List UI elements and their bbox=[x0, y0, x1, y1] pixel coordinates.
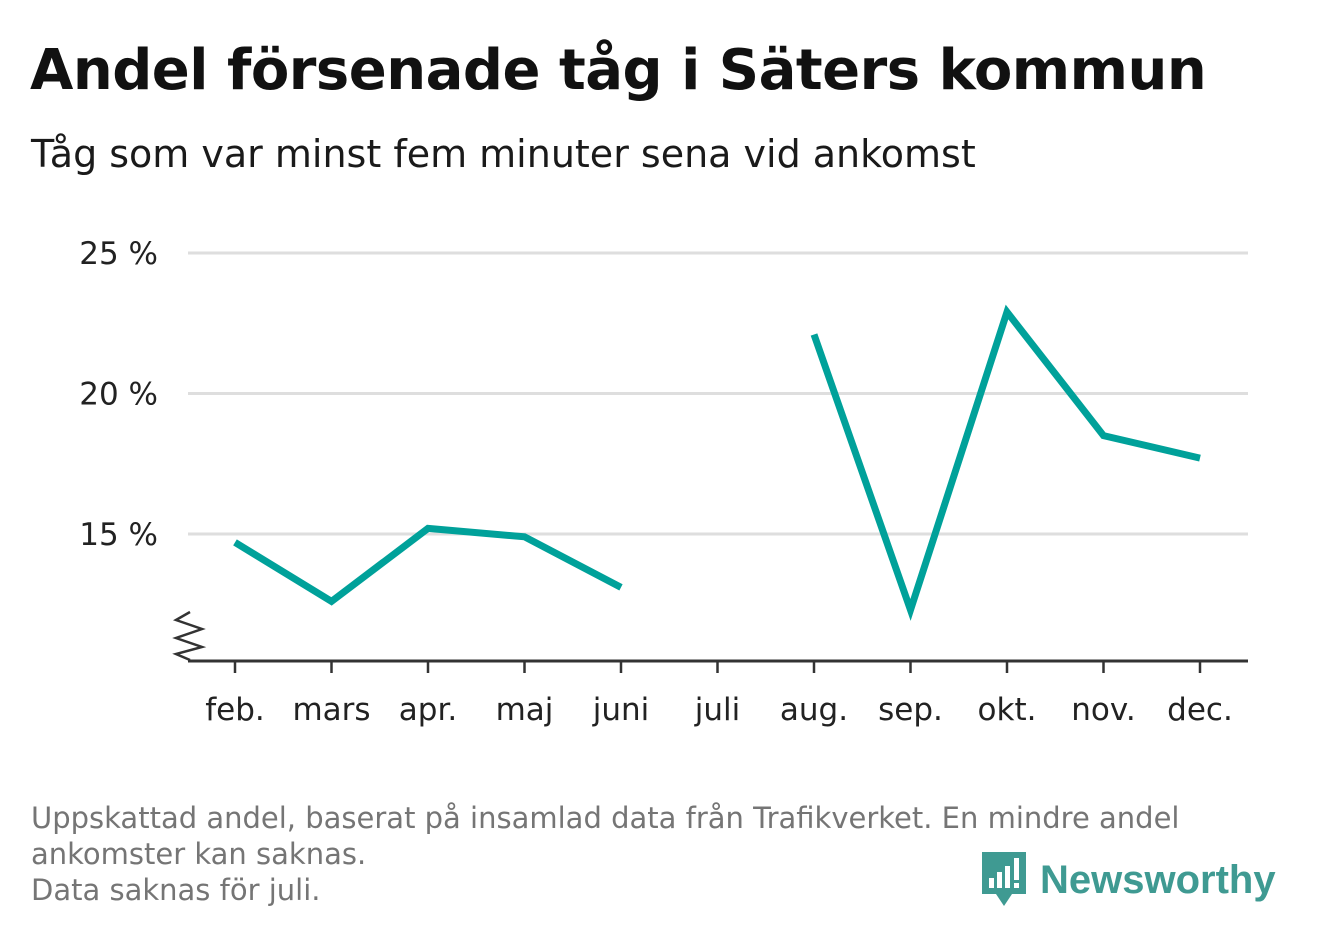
x-axis: feb. mars apr. maj juni juli aug. sep. okt. nov. d… bbox=[172, 610, 1248, 728]
y-axis-ticks: 15 % 20 % 25 % bbox=[79, 236, 158, 553]
series-lines bbox=[233, 304, 1201, 621]
brand-logo: Newsworthy bbox=[980, 850, 1276, 910]
footnote-line-2: ankomster kan saknas. bbox=[31, 837, 367, 871]
x-tick-label: sep. bbox=[878, 692, 943, 728]
x-tick-label: juni bbox=[592, 692, 650, 728]
y-tick-label: 25 % bbox=[79, 236, 158, 272]
footnote-line-3: Data saknas för juli. bbox=[31, 873, 321, 907]
x-tick-label: feb. bbox=[205, 692, 265, 728]
chart-title: Andel försenade tåg i Säters kommun bbox=[30, 38, 1207, 103]
footnote-line-1: Uppskattad andel, baserat på insamlad da… bbox=[31, 801, 1180, 835]
x-tick-label: juli bbox=[694, 692, 741, 728]
y-axis-break-icon bbox=[172, 610, 207, 662]
line-chart: 15 % 20 % 25 % feb. mars apr. maj juni juli aug.… bbox=[79, 236, 1248, 728]
x-tick-label: aug. bbox=[780, 692, 848, 728]
x-tick-label: maj bbox=[496, 692, 554, 728]
x-tick-label: dec. bbox=[1167, 692, 1233, 728]
y-tick-label: 20 % bbox=[79, 377, 158, 413]
gridlines bbox=[188, 251, 1248, 536]
brand-name: Newsworthy bbox=[1040, 857, 1276, 902]
y-tick-label: 15 % bbox=[79, 517, 158, 553]
chart-subtitle: Tåg som var minst fem minuter sena vid a… bbox=[31, 132, 976, 176]
series-line-segment bbox=[233, 524, 623, 606]
x-tick-label: nov. bbox=[1071, 692, 1135, 728]
footnote: Uppskattad andel, baserat på insamlad da… bbox=[31, 800, 1291, 908]
x-tick-label: mars bbox=[292, 692, 370, 728]
x-tick-label: okt. bbox=[978, 692, 1037, 728]
x-tick-label: apr. bbox=[399, 692, 457, 728]
series-line-segment bbox=[810, 304, 1201, 621]
newsworthy-logo-icon bbox=[982, 852, 1026, 906]
